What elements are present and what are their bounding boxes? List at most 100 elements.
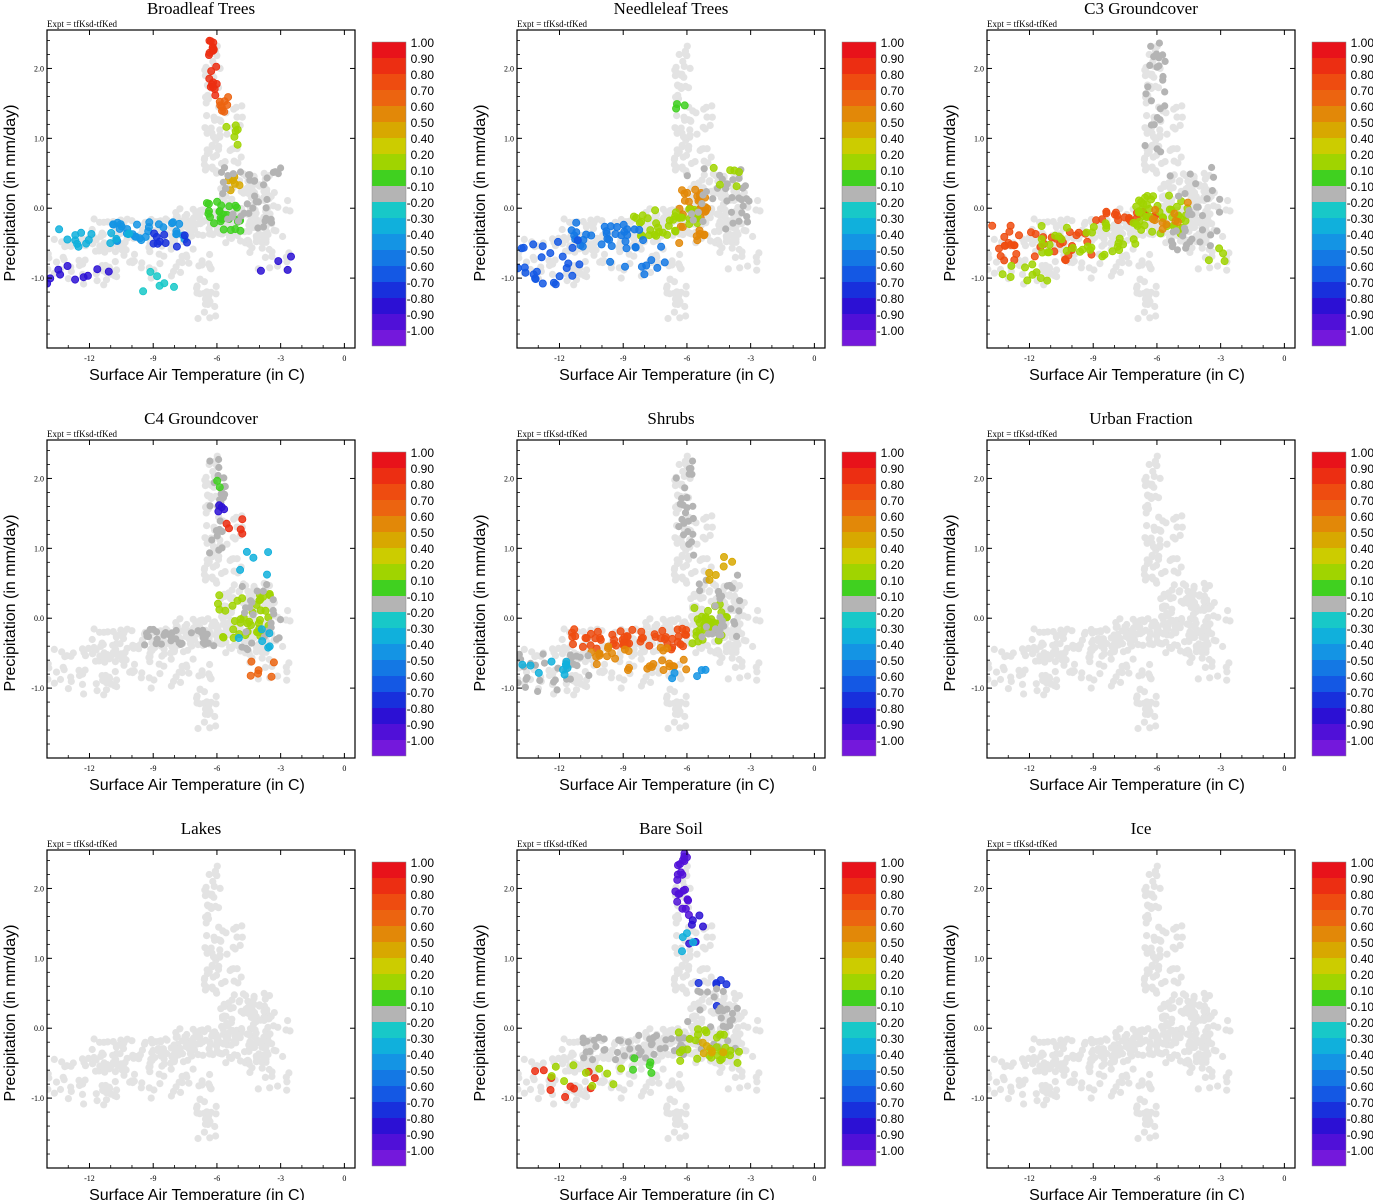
- scatter-point: [657, 242, 666, 251]
- scatter-point: [638, 633, 647, 642]
- scatter-point: [258, 637, 267, 646]
- scatter-point-background: [113, 273, 121, 281]
- scatter-point-background: [1143, 164, 1151, 172]
- scatter-point: [571, 632, 580, 641]
- scatter-point-background: [992, 258, 1001, 266]
- scatter-point: [642, 261, 651, 270]
- scatter-point-background: [78, 645, 87, 653]
- scatter-point: [647, 256, 656, 265]
- colorbar-swatch: [842, 708, 876, 724]
- scatter-point-background: [1086, 658, 1094, 666]
- scatter-point: [670, 662, 679, 671]
- scatter-point-background: [520, 235, 528, 243]
- scatter-point: [709, 195, 717, 203]
- scatter-point: [1188, 235, 1196, 243]
- scatter-point: [722, 225, 730, 233]
- scatter-point-background: [1157, 640, 1165, 648]
- colorbar-label: -0.30: [407, 212, 435, 226]
- scatter-point-background: [1214, 262, 1222, 270]
- scatter-point-background: [700, 157, 708, 165]
- scatter-point-background: [687, 569, 696, 578]
- scatter-point-background: [84, 644, 93, 653]
- scatter-points: [987, 39, 1234, 323]
- scatter-point-background: [138, 669, 146, 677]
- scatter-point: [215, 483, 224, 492]
- scatter-point-background: [1224, 197, 1232, 205]
- scatter-point: [1156, 105, 1164, 113]
- scatter-point-background: [754, 607, 762, 615]
- scatter-point: [660, 258, 669, 267]
- scatter-point-background: [686, 126, 694, 134]
- scatter-point: [688, 457, 697, 465]
- scatter-point-background: [548, 270, 557, 278]
- scatter-point-background: [1163, 130, 1171, 138]
- scatter-point-background: [123, 1054, 131, 1062]
- scatter-point-background: [630, 252, 638, 260]
- scatter-point: [1181, 227, 1189, 235]
- scatter-point-background: [1068, 217, 1076, 225]
- scatter-point-background: [1149, 563, 1157, 571]
- y-tick-label: 1.0: [504, 134, 514, 143]
- colorbar-label: 0.10: [881, 574, 905, 588]
- scatter-point-background: [670, 308, 679, 316]
- colorbar-swatch: [1312, 90, 1346, 106]
- scatter-point-background: [1210, 636, 1218, 644]
- scatter-point-background: [1202, 645, 1210, 653]
- colorbar-swatch: [842, 42, 876, 58]
- x-tick-label: 0: [342, 354, 346, 363]
- colorbar-label: 0.90: [411, 462, 435, 476]
- scatter-point: [656, 634, 665, 643]
- colorbar-label: -0.70: [1347, 686, 1373, 700]
- y-axis-title: Precipitation (in mm/day): [472, 515, 489, 692]
- scatter-point-background: [92, 1090, 100, 1098]
- scatter-point-background: [199, 1051, 207, 1059]
- scatter-point-background: [1201, 585, 1209, 593]
- scatter-point: [546, 249, 555, 258]
- scatter-point-background: [92, 657, 100, 665]
- scatter-point-background: [1146, 262, 1154, 270]
- scatter-point-background: [282, 206, 290, 214]
- scatter-point-background: [1223, 266, 1231, 274]
- scatter-point-background: [670, 618, 678, 626]
- scatter-point: [205, 36, 214, 45]
- scatter-point-background: [283, 258, 291, 266]
- colorbar-label: 0.20: [1351, 148, 1373, 162]
- scatter-point-background: [209, 563, 217, 571]
- colorbar-swatch: [1312, 314, 1346, 330]
- scatter-point-background: [1146, 724, 1154, 732]
- scatter-point-background: [47, 660, 52, 668]
- scatter-point-background: [1185, 650, 1193, 658]
- scatter-point: [1015, 231, 1024, 240]
- scatter-point-background: [1116, 268, 1125, 276]
- scatter-point: [562, 661, 571, 670]
- scatter-point-background: [99, 231, 107, 239]
- scatter-point-background: [200, 278, 208, 286]
- colorbar-label: -0.60: [877, 670, 905, 684]
- scatter-point-background: [1060, 629, 1068, 637]
- colorbar-swatch: [372, 692, 406, 708]
- scatter-point: [187, 629, 195, 637]
- colorbar-swatch: [372, 740, 406, 756]
- scatter-point: [581, 634, 590, 643]
- scatter-point-background: [111, 248, 119, 256]
- scatter-point-background: [560, 625, 568, 633]
- scatter-point-background: [1024, 234, 1033, 242]
- scatter-point-background: [1153, 628, 1161, 636]
- scatter-point-background: [554, 644, 563, 653]
- scatter-point: [146, 267, 155, 276]
- scatter-point-background: [207, 698, 215, 706]
- scatter-point-background: [206, 250, 214, 259]
- scatter-point-background: [675, 50, 683, 59]
- scatter-point: [672, 104, 681, 113]
- scatter-point-background: [663, 289, 671, 297]
- scatter-point-background: [679, 563, 687, 571]
- scatter-point-background: [64, 275, 72, 283]
- y-tick-label: -1.0: [31, 274, 44, 283]
- scatter-point-background: [96, 1038, 104, 1046]
- scatter-point: [692, 232, 701, 241]
- scatter-point-background: [63, 1062, 71, 1070]
- scatter-point: [729, 219, 737, 227]
- colorbar-frame: [841, 451, 877, 757]
- scatter-point-background: [682, 577, 690, 585]
